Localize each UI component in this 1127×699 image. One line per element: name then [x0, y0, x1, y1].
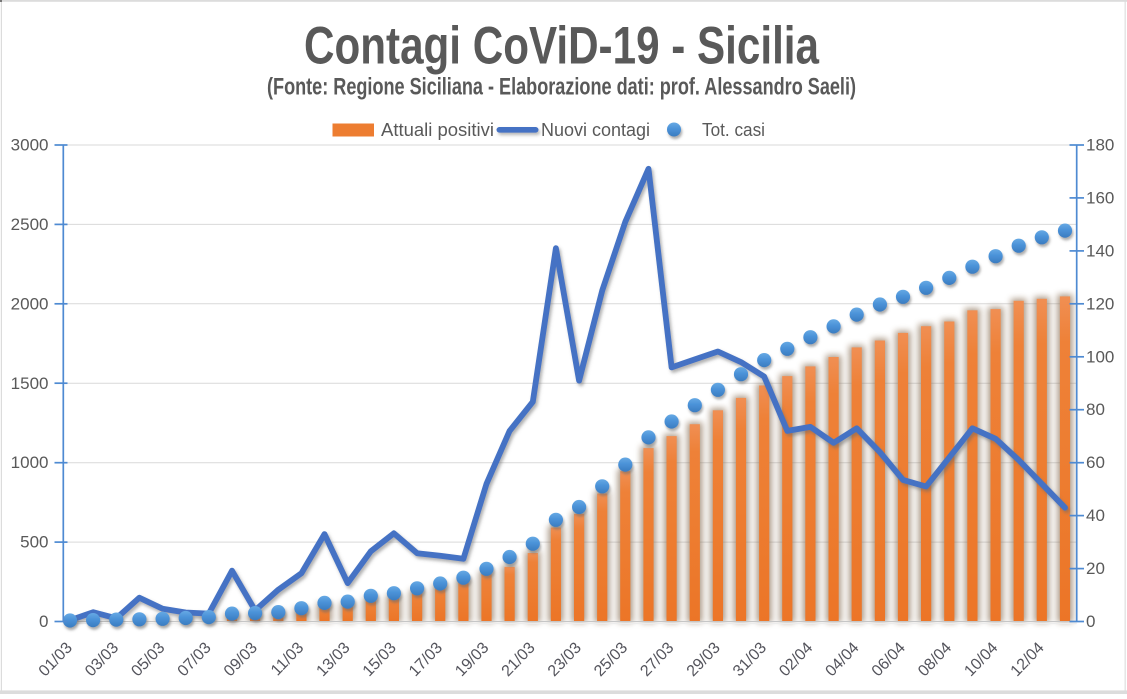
svg-text:180: 180 [1086, 136, 1114, 155]
svg-text:2000: 2000 [11, 294, 49, 313]
svg-text:2500: 2500 [11, 215, 49, 234]
svg-text:(Fonte: Regione Siciliana - El: (Fonte: Regione Siciliana - Elaborazione… [267, 74, 856, 101]
svg-text:0: 0 [1086, 612, 1095, 631]
svg-text:120: 120 [1086, 294, 1114, 313]
svg-text:1000: 1000 [11, 453, 49, 472]
svg-text:Tot. casi: Tot. casi [702, 120, 765, 140]
svg-text:160: 160 [1086, 188, 1114, 207]
svg-text:20: 20 [1086, 559, 1105, 578]
svg-text:3000: 3000 [11, 136, 49, 155]
svg-text:500: 500 [20, 533, 48, 552]
svg-text:140: 140 [1086, 241, 1114, 260]
svg-text:1500: 1500 [11, 374, 49, 393]
svg-text:60: 60 [1086, 453, 1105, 472]
svg-text:Contagi CoViD-19 - Sicilia: Contagi CoViD-19 - Sicilia [304, 17, 819, 76]
svg-text:40: 40 [1086, 506, 1105, 525]
svg-text:100: 100 [1086, 347, 1114, 366]
svg-text:0: 0 [39, 612, 48, 631]
svg-text:Nuovi contagi: Nuovi contagi [541, 120, 650, 140]
svg-text:80: 80 [1086, 400, 1105, 419]
svg-text:Attuali positivi: Attuali positivi [381, 120, 494, 140]
